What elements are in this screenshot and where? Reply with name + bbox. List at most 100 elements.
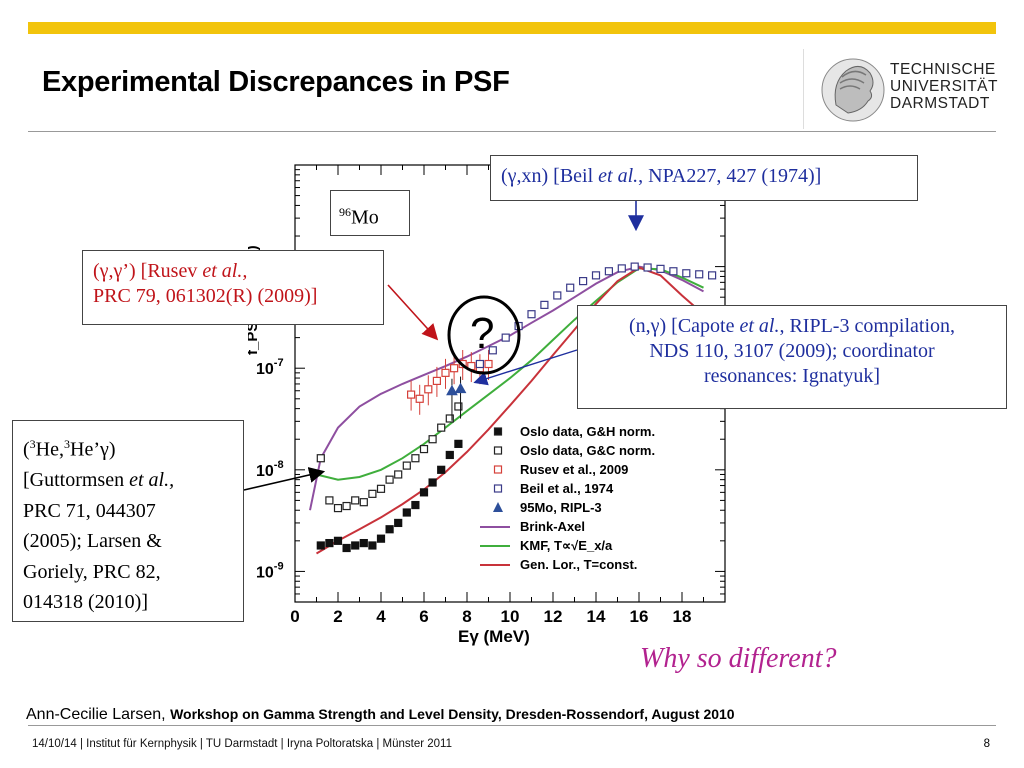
oslo-gh-point — [325, 538, 334, 548]
legend-label: Oslo data, G&C norm. — [520, 443, 655, 458]
attribution: Ann-Cecilie Larsen, Workshop on Gamma St… — [26, 706, 735, 723]
oslo-gc-point — [454, 402, 463, 411]
oslo-gh-point — [385, 525, 394, 534]
oslo-gh-point — [342, 543, 351, 553]
rusev-point — [432, 376, 441, 386]
slide-title: Experimental Discrepances in PSF — [42, 66, 510, 98]
legend-swatch — [493, 446, 503, 455]
beil-point — [514, 321, 523, 331]
y-tick-label: 10-7 — [256, 357, 284, 378]
oslo-gh-point — [402, 508, 411, 517]
legend-label: KMF, T∝√E_x/a — [520, 538, 613, 553]
page-number: 8 — [983, 738, 990, 750]
annotation-he3: (3He,3He’γ) [Guttormsen et al., PRC 71, … — [12, 420, 244, 622]
footer-divider — [28, 725, 996, 726]
legend-label: Brink-Axel — [520, 519, 585, 534]
x-tick-label: 14 — [587, 607, 606, 626]
university-logo — [803, 49, 997, 129]
beil-point — [708, 271, 717, 280]
oslo-gc-point — [402, 461, 411, 470]
beil-point — [540, 300, 549, 309]
rusev-point — [458, 359, 467, 369]
oslo-gh-point — [454, 439, 463, 448]
rusev-point — [407, 390, 416, 399]
legend-swatch — [493, 502, 503, 512]
oslo-gc-point — [419, 444, 429, 454]
oslo-gh-point — [376, 534, 386, 543]
x-tick-label: 16 — [630, 607, 649, 626]
oslo-gc-point — [376, 484, 386, 493]
annotation-nucleus: 96Mo — [330, 190, 410, 236]
annotation-n-gamma: (n,γ) [Capote et al., RIPL-3 compilation… — [577, 305, 1007, 409]
x-axis-label: Eγ (MeV) — [458, 627, 530, 646]
rusev-point — [450, 364, 459, 373]
beil-point — [579, 276, 588, 286]
oslo-gc-point — [316, 454, 325, 463]
annotation-gamma-xn: (γ,xn) [Beil et al., NPA227, 427 (1974)] — [490, 155, 918, 201]
annotation-gamma-gamma: (γ,γ’) [Rusev et al., PRC 79, 061302(R) … — [82, 250, 384, 325]
beil-point — [604, 267, 613, 276]
oslo-gc-point — [394, 470, 403, 479]
legend-label: Beil et al., 1974 — [520, 481, 614, 496]
x-tick-label: 2 — [333, 607, 342, 626]
ripl-point — [446, 384, 458, 396]
oslo-gh-point — [445, 450, 454, 460]
rusev-point — [415, 394, 424, 403]
x-tick-label: 18 — [673, 607, 692, 626]
y-tick-label: 10-9 — [256, 560, 284, 581]
oslo-gc-point — [411, 454, 420, 463]
rusev-point — [441, 368, 450, 377]
curve-gen-lor- — [315, 266, 705, 555]
rusev-point — [467, 361, 476, 371]
oslo-gh-point — [351, 541, 360, 550]
oslo-gh-point — [437, 465, 446, 474]
oslo-gh-point — [368, 541, 377, 550]
oslo-gc-point — [342, 501, 351, 511]
university-name: TECHNISCHE UNIVERSITÄT DARMSTADT — [890, 61, 998, 112]
y-tick-label: 10-8 — [256, 459, 284, 480]
oslo-gh-point — [428, 478, 437, 487]
oslo-gh-point — [411, 500, 420, 510]
legend-swatch — [493, 427, 503, 436]
beil-point — [553, 291, 562, 300]
oslo-gh-point — [359, 538, 368, 548]
oslo-gh-point — [394, 518, 403, 528]
beil-point — [566, 283, 575, 292]
oslo-gc-point — [325, 496, 334, 505]
beil-point — [695, 270, 704, 279]
x-tick-label: 12 — [544, 607, 563, 626]
x-tick-label: 6 — [419, 607, 428, 626]
x-tick-label: 10 — [501, 607, 520, 626]
legend-label: Gen. Lor., T=const. — [520, 557, 637, 572]
rusev-point — [424, 385, 433, 394]
beil-point — [656, 264, 665, 273]
beil-point — [591, 271, 601, 280]
x-tick-label: 8 — [462, 607, 471, 626]
oslo-gc-point — [351, 496, 360, 505]
top-accent-bar — [28, 22, 996, 34]
legend-label: Rusev et al., 2009 — [520, 462, 628, 477]
athena-head-icon — [821, 58, 885, 122]
beil-point — [475, 359, 484, 369]
oslo-gh-point — [419, 488, 429, 497]
oslo-gc-point — [428, 435, 437, 444]
why-question: Why so different? — [640, 643, 837, 674]
legend-label: 95Mo, RIPL-3 — [520, 500, 602, 515]
oslo-gc-point — [333, 503, 343, 513]
rusev-point — [484, 359, 493, 369]
oslo-gh-point — [333, 536, 343, 545]
ripl-point — [454, 382, 467, 394]
beil-point — [630, 262, 639, 271]
oslo-gc-point — [368, 489, 377, 498]
oslo-gc-point — [359, 498, 368, 507]
beil-point — [669, 267, 678, 276]
x-tick-label: 0 — [290, 607, 299, 626]
x-tick-label: 4 — [376, 607, 386, 626]
oslo-gc-point — [437, 423, 446, 432]
oslo-gh-point — [316, 541, 325, 550]
footer-text: 14/10/14 | Institut für Kernphysik | TU … — [32, 738, 452, 750]
beil-point — [527, 310, 536, 319]
beil-point — [643, 263, 652, 272]
legend-swatch — [493, 465, 503, 474]
